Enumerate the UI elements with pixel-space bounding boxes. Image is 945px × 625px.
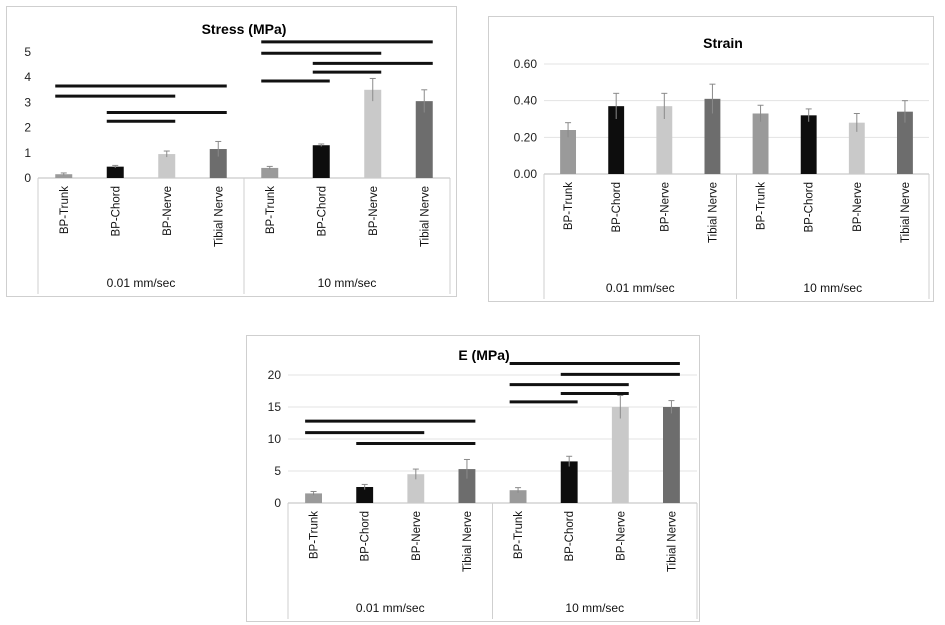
bar xyxy=(158,154,176,178)
category-label: BP-Trunk xyxy=(563,182,575,230)
category-label: BP-Chord xyxy=(611,182,623,233)
y-tick-label: 0.20 xyxy=(514,130,538,144)
y-tick-label: 4 xyxy=(24,70,31,84)
bar xyxy=(509,490,527,503)
y-tick-label: 0 xyxy=(24,171,31,185)
group-label: 0.01 mm/sec xyxy=(606,281,675,295)
chart-frame xyxy=(488,16,934,302)
bar xyxy=(209,149,227,178)
chart-title: E (MPa) xyxy=(458,347,509,363)
group-label: 10 mm/sec xyxy=(318,276,377,290)
category-label: BP-Trunk xyxy=(309,511,321,559)
category-label: BP-Nerve xyxy=(615,511,627,561)
group-label: 0.01 mm/sec xyxy=(356,601,425,615)
bar xyxy=(560,461,578,503)
y-tick-label: 0.40 xyxy=(514,94,538,108)
y-tick-label: 2 xyxy=(24,121,31,135)
category-label: BP-Nerve xyxy=(162,186,174,236)
bar xyxy=(752,113,769,174)
y-tick-label: 10 xyxy=(268,432,282,446)
bar xyxy=(704,98,721,174)
bar xyxy=(458,469,476,503)
category-label: BP-Trunk xyxy=(513,511,525,559)
y-tick-label: 1 xyxy=(24,146,31,160)
bar xyxy=(656,106,673,174)
bar xyxy=(305,493,322,503)
chart-marks: 0 5 10 15 20 BP-Trunk BP-Chord BP-Nerve Tibial N… xyxy=(268,361,698,619)
y-tick-label: 5 xyxy=(24,45,31,59)
category-label: Tibial Nerve xyxy=(666,511,678,572)
chart-frame xyxy=(246,335,700,622)
bar xyxy=(611,407,629,503)
bar xyxy=(106,166,124,178)
chart-title: Strain xyxy=(703,35,743,51)
bar xyxy=(560,130,577,174)
bar xyxy=(415,101,433,178)
y-tick-label: 20 xyxy=(268,368,282,382)
bar xyxy=(312,145,330,178)
stress-chart: Stress (MPa) 0 1 2 3 4 5 BP-Trunk BP-Chord BP-Ne… xyxy=(6,6,458,298)
category-label: BP-Nerve xyxy=(852,182,864,232)
category-label: BP-Chord xyxy=(316,186,328,237)
group-label: 0.01 mm/sec xyxy=(107,276,176,290)
bar xyxy=(663,407,680,503)
y-tick-label: 0.00 xyxy=(514,167,538,181)
bar xyxy=(364,89,382,178)
bar xyxy=(608,106,625,174)
y-tick-label: 5 xyxy=(274,464,281,478)
bar xyxy=(55,174,73,178)
bar xyxy=(407,474,425,503)
category-label: BP-Nerve xyxy=(659,182,671,232)
y-tick-label: 3 xyxy=(24,95,31,109)
y-tick-label: 0.60 xyxy=(514,57,538,71)
category-label: BP-Chord xyxy=(110,186,122,237)
e-modulus-chart: E (MPa) 0 5 10 15 20 BP-Trunk BP-Chord BP-Nerve… xyxy=(246,335,701,623)
bar xyxy=(261,167,279,178)
category-label: BP-Trunk xyxy=(59,186,71,234)
bar xyxy=(896,111,913,174)
category-label: BP-Chord xyxy=(564,511,576,562)
group-label: 10 mm/sec xyxy=(565,601,624,615)
category-label: BP-Chord xyxy=(804,182,816,233)
bar xyxy=(848,122,865,174)
category-label: Tibial Nerve xyxy=(900,182,912,243)
strain-chart: Strain 0.00 0.20 0.40 0.60 BP-Trunk BP-Chord B… xyxy=(488,16,935,303)
category-label: BP-Nerve xyxy=(411,511,423,561)
group-label: 10 mm/sec xyxy=(803,281,862,295)
category-label: Tibial Nerve xyxy=(707,182,719,243)
bar xyxy=(356,487,374,503)
bar xyxy=(800,115,817,174)
category-label: Tibial Nerve xyxy=(213,186,225,247)
category-label: Tibial Nerve xyxy=(462,511,474,572)
category-label: BP-Nerve xyxy=(368,186,380,236)
y-tick-label: 15 xyxy=(268,400,282,414)
chart-title: Stress (MPa) xyxy=(202,21,287,37)
chart-marks: 0.00 0.20 0.40 0.60 BP-Trunk BP-Chord BP-Nerve… xyxy=(514,57,930,299)
chart-frame xyxy=(6,6,457,297)
y-tick-label: 0 xyxy=(274,496,281,510)
category-label: Tibial Nerve xyxy=(419,186,431,247)
category-label: BP-Trunk xyxy=(756,182,768,230)
category-label: BP-Trunk xyxy=(265,186,277,234)
category-label: BP-Chord xyxy=(360,511,372,562)
chart-marks: 0 1 2 3 4 5 BP-Trunk BP-Chord BP-Nerve Tibial Ner… xyxy=(24,40,451,294)
